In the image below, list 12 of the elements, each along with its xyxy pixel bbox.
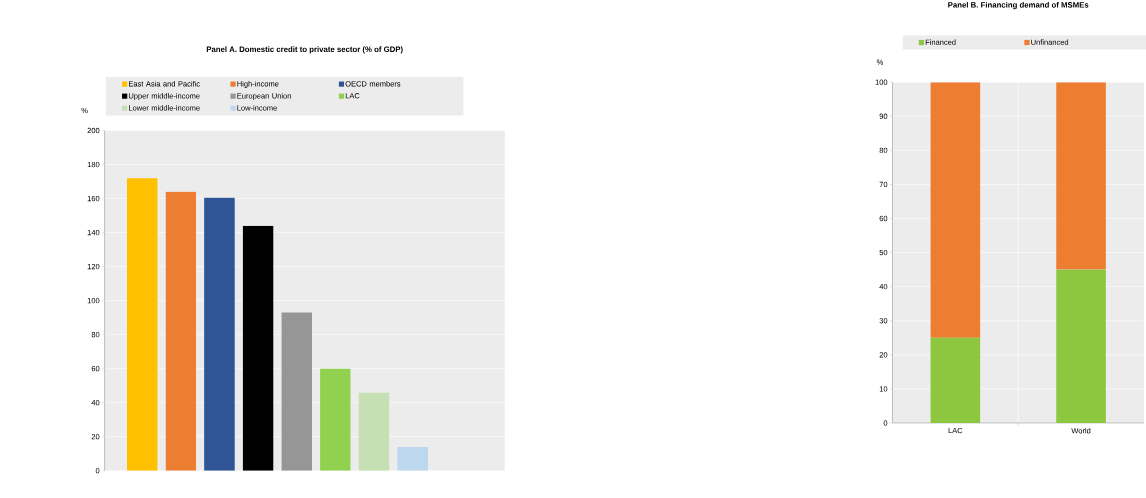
bar bbox=[126, 178, 158, 471]
bar bbox=[1056, 82, 1106, 270]
bar bbox=[204, 197, 235, 471]
bar bbox=[281, 312, 312, 471]
bar bbox=[165, 191, 197, 471]
bar bbox=[242, 225, 274, 471]
bar bbox=[397, 446, 428, 471]
bar bbox=[930, 82, 981, 338]
bar bbox=[320, 368, 351, 471]
bar bbox=[1056, 269, 1106, 423]
bar bbox=[930, 337, 981, 423]
bar bbox=[358, 392, 390, 471]
